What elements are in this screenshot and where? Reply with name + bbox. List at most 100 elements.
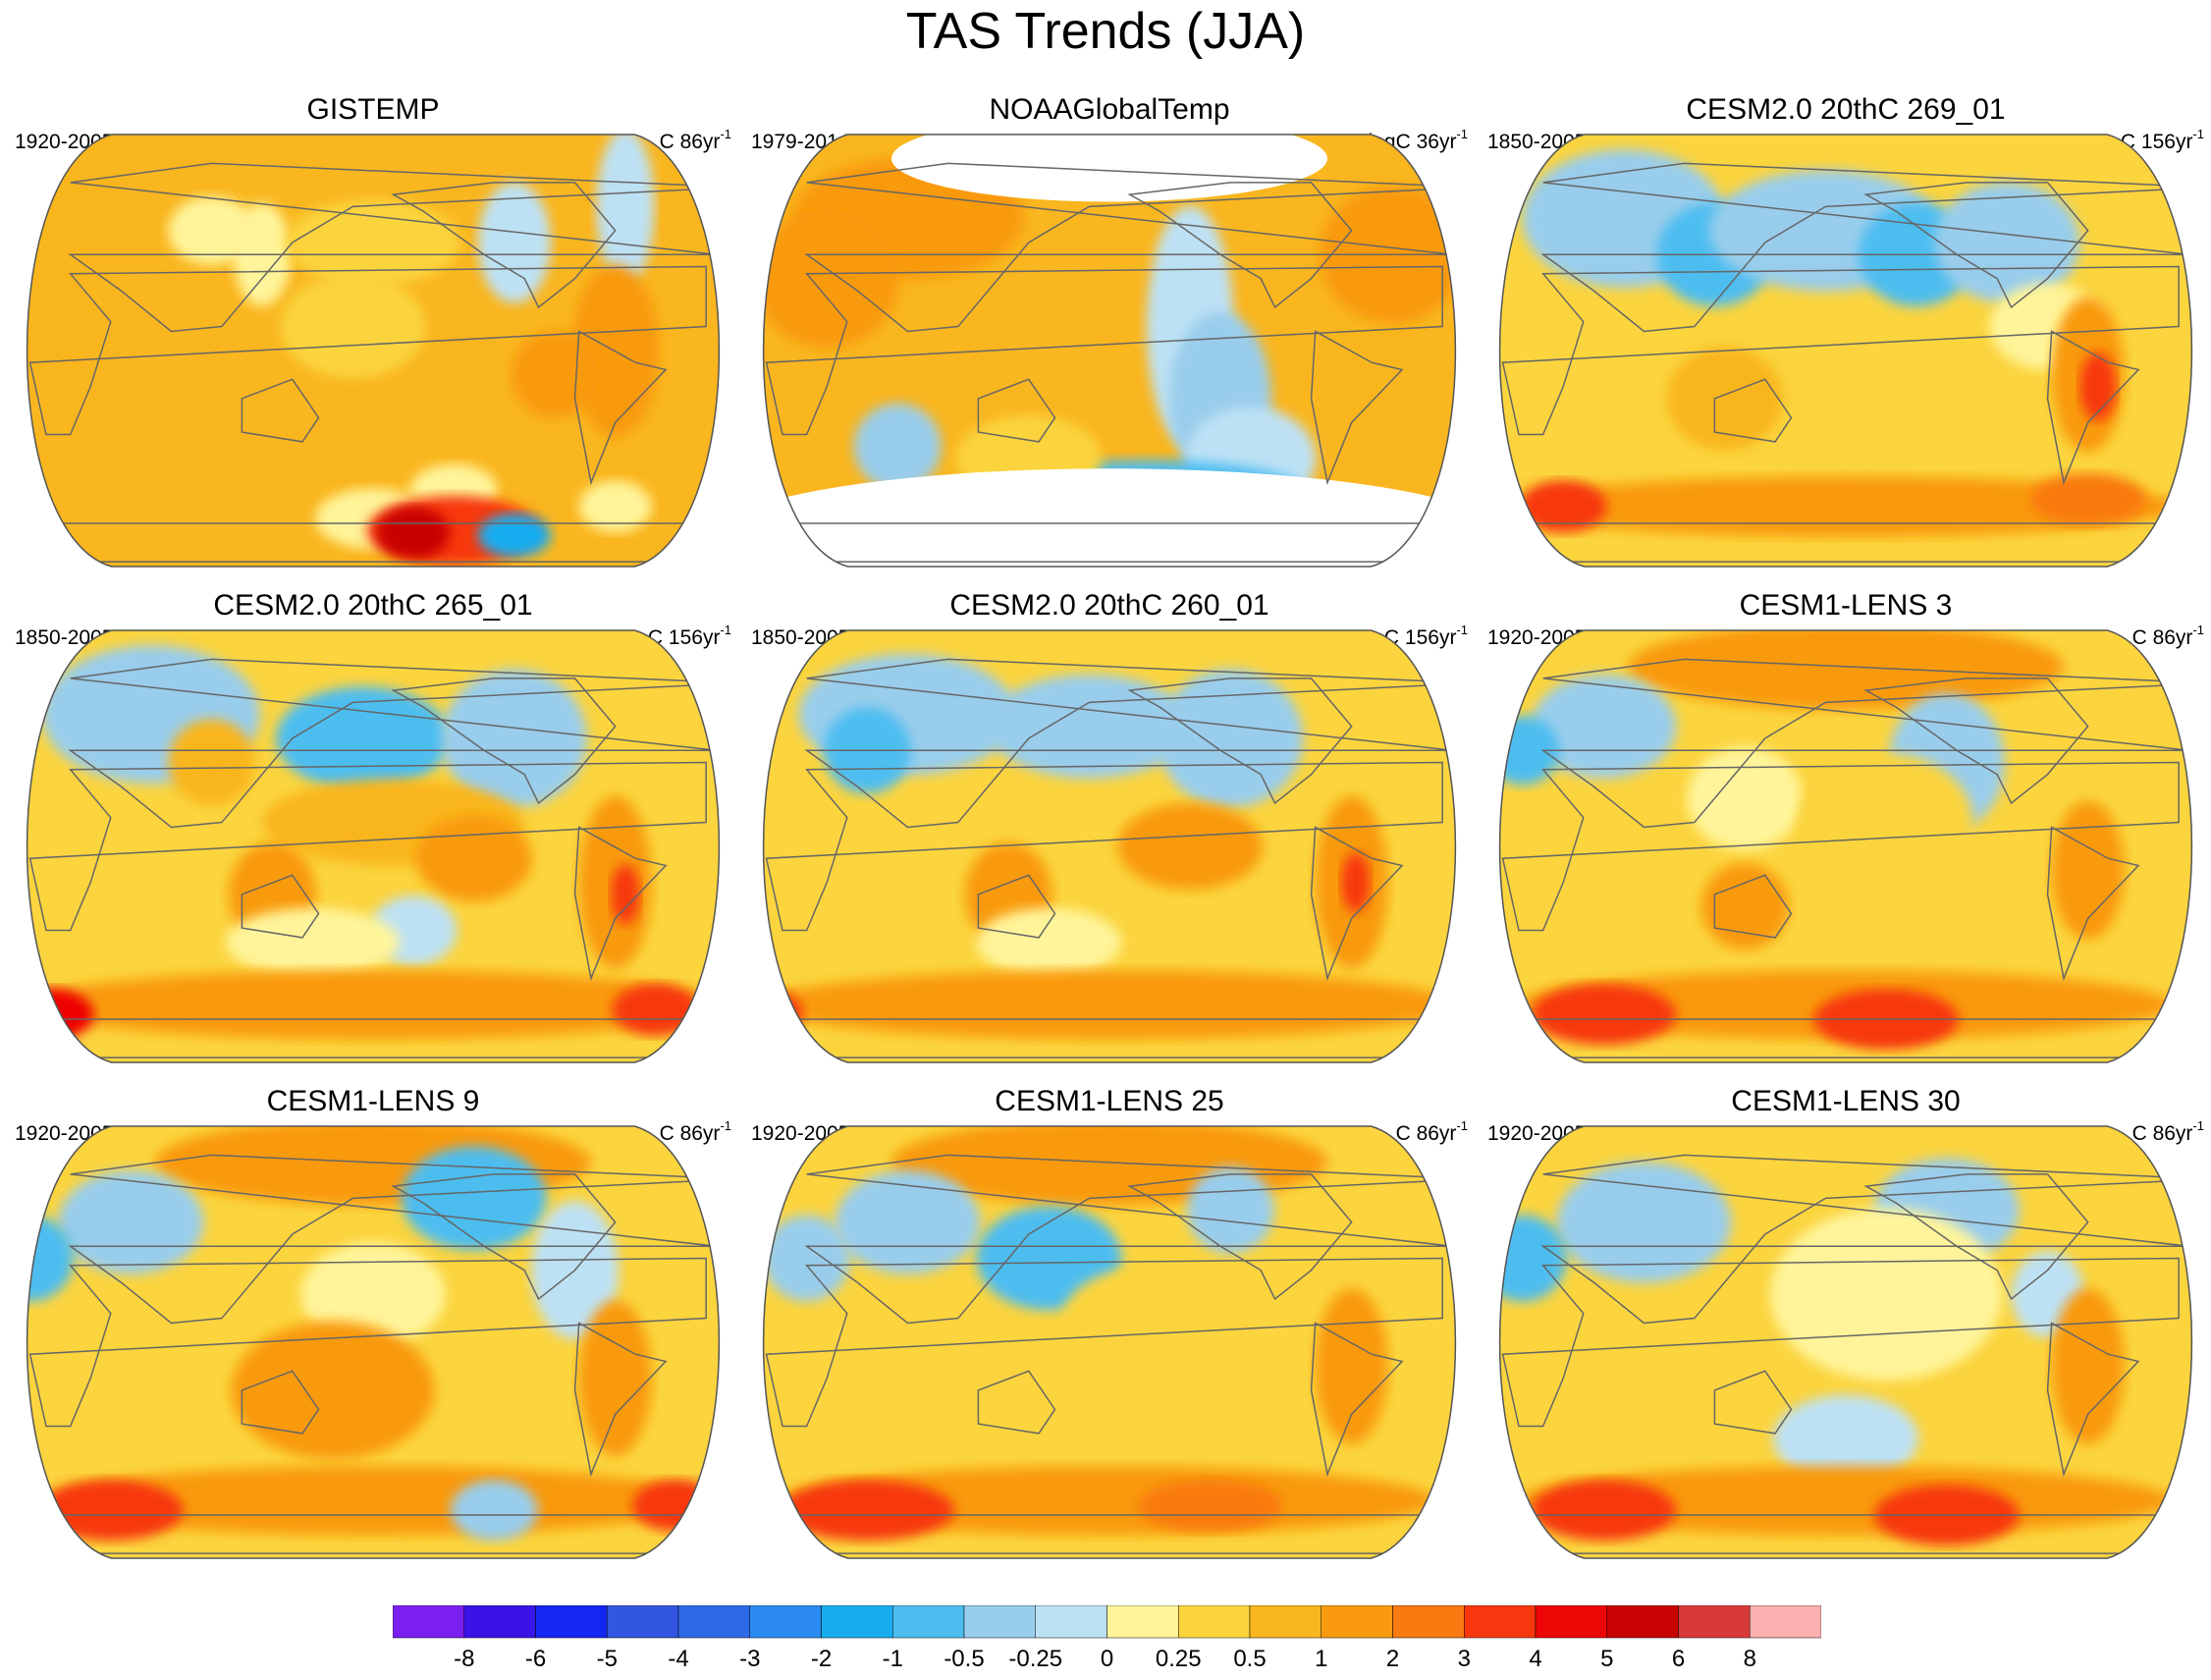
panel-units: C 156yr-1 — [2120, 127, 2204, 153]
trend-field-patch — [631, 1479, 720, 1532]
trend-field-patch — [300, 1242, 446, 1346]
panel-units: C 86yr-1 — [659, 127, 731, 153]
coastline — [1501, 1257, 2180, 1428]
trend-field-patch — [58, 1169, 204, 1274]
trend-field-patch — [511, 331, 599, 418]
map-svg — [762, 629, 1457, 1063]
colorbar-swatch — [1750, 1605, 1821, 1639]
panel-title: CESM2.0 20thC 269_01 — [1686, 93, 2006, 126]
panel-title: CESM1-LENS 25 — [995, 1085, 1224, 1117]
trend-field-patch — [27, 970, 720, 1040]
trend-field-patch — [612, 983, 700, 1036]
colorbar-tick-label: -4 — [668, 1646, 688, 1672]
colorbar-swatch — [1606, 1605, 1679, 1639]
coastline — [241, 378, 320, 443]
map-svg — [1498, 1125, 2193, 1559]
coastline — [1310, 826, 1404, 982]
map-panel-6: CESM1-LENS 3 1920-2005 C 86yr-1 — [1478, 589, 2211, 1080]
coastline — [804, 1154, 1456, 1325]
colorbar-swatch — [1321, 1605, 1393, 1639]
coastline — [1127, 1173, 1353, 1301]
trend-field-patch — [275, 686, 451, 790]
map-panel-5: CESM2.0 20thC 260_01 1850-2005 C 156yr-1 — [741, 589, 1478, 1080]
colorbar: -8 -6 -5 -4 -3 -2 -1 -0.5 -0.25 0 0.25 0.5 1 2 3 4 5 6 8 — [393, 1605, 1821, 1672]
map-border — [26, 134, 721, 568]
colorbar-swatch — [892, 1605, 965, 1639]
trend-field-patch — [891, 135, 1327, 202]
coastline — [1713, 874, 1793, 939]
coastline — [977, 874, 1056, 939]
trend-field-patch — [1531, 674, 1677, 779]
coastline — [977, 1370, 1056, 1435]
colorbar-tick-label: -0.5 — [944, 1646, 984, 1672]
trend-field-patch — [763, 468, 1456, 567]
coastline — [1310, 1322, 1404, 1478]
colorbar-swatch — [1106, 1605, 1179, 1639]
colorbar-tick-label: -3 — [739, 1646, 760, 1672]
coastline — [68, 162, 720, 333]
panel-title: CESM1-LENS 30 — [1731, 1085, 1961, 1117]
colorbar-tick-label: 4 — [1529, 1646, 1541, 1672]
colorbar-swatch — [1249, 1605, 1321, 1639]
panel-units: C 86yr-1 — [2131, 623, 2204, 649]
coastline — [1127, 677, 1353, 805]
coastline — [391, 677, 617, 805]
colorbar-tick-label: -2 — [811, 1646, 832, 1672]
coastline — [1540, 1154, 2192, 1325]
colorbar-swatch — [393, 1605, 464, 1639]
colorbar-tick-label: -8 — [454, 1646, 474, 1672]
trend-field-patch — [1158, 669, 1304, 808]
map-panel-8: CESM1-LENS 25 1920-2005 C 86yr-1 — [741, 1085, 1478, 1576]
map-border — [762, 134, 1457, 568]
coastline — [1501, 265, 2180, 436]
coastline — [1127, 182, 1353, 309]
trend-field-patch — [780, 1480, 955, 1541]
trend-field-patch — [231, 1321, 435, 1460]
map-panel-7: CESM1-LENS 9 1920-2005 C 86yr-1 — [5, 1085, 741, 1576]
coastline — [2046, 826, 2140, 982]
panel-title: CESM1-LENS 9 — [266, 1085, 480, 1117]
colorbar-tick-label: 8 — [1744, 1646, 1756, 1672]
trend-field-patch — [377, 507, 451, 560]
coastline — [763, 1514, 1456, 1554]
colorbar-swatch — [1535, 1605, 1607, 1639]
trend-field-patch — [27, 244, 109, 384]
map-panel-4: CESM2.0 20thC 265_01 1850-2005 C 156yr-1 — [5, 589, 741, 1080]
trend-field-patch — [1773, 1394, 1918, 1482]
coastline — [804, 658, 1456, 829]
map-svg — [26, 629, 721, 1063]
coastline — [1499, 522, 2192, 563]
coastline — [28, 265, 707, 436]
colorbar-swatch — [963, 1605, 1036, 1639]
map-panel-3: CESM2.0 20thC 269_01 1850-2005 C 156yr-1 — [1478, 93, 2211, 584]
coastline — [763, 1018, 1456, 1058]
trend-field-patch — [401, 1146, 547, 1251]
coastline — [1713, 378, 1793, 443]
coastline — [2046, 1322, 2140, 1478]
panel-title: CESM2.0 20thC 260_01 — [949, 589, 1269, 622]
trend-field-patch — [1117, 803, 1264, 890]
map-border — [1498, 629, 2193, 1063]
trend-field-patch — [596, 135, 655, 285]
trend-field-patch — [1186, 1166, 1274, 1254]
panel-title: NOAAGlobalTemp — [989, 93, 1230, 126]
trend-field-patch — [46, 1466, 700, 1536]
trend-field-patch — [1687, 746, 1804, 850]
trend-field-patch — [1531, 984, 1677, 1045]
panel-units: C 156yr-1 — [1383, 623, 1468, 649]
trend-field-patch — [1327, 326, 1416, 448]
map-border — [1498, 1125, 2193, 1559]
trend-field-patch — [853, 403, 942, 490]
trend-field-patch — [763, 988, 803, 1041]
coastline — [1713, 1370, 1793, 1435]
trend-field-patch — [2079, 352, 2117, 421]
trend-field-patch — [27, 988, 94, 1041]
trend-field-patch — [1315, 1288, 1388, 1444]
colorbar-tick-label: -5 — [597, 1646, 618, 1672]
trend-field-patch — [2029, 473, 2146, 525]
trend-field-patch — [763, 209, 900, 349]
trend-field-patch — [578, 1300, 652, 1456]
colorbar-tick-label: 0.5 — [1233, 1646, 1266, 1672]
coastline — [27, 522, 720, 563]
colorbar-swatch — [749, 1605, 822, 1639]
